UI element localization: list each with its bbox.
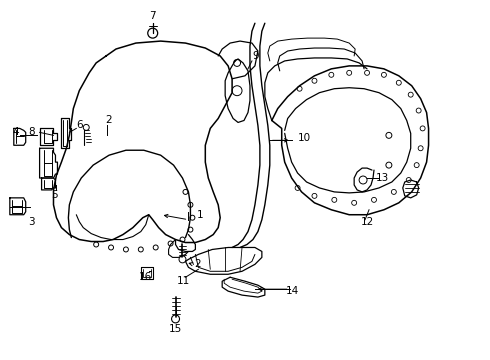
- Text: 11: 11: [177, 276, 190, 286]
- Text: 15: 15: [169, 324, 182, 334]
- Text: 10: 10: [298, 133, 311, 143]
- Text: 12: 12: [361, 217, 374, 227]
- Text: 6: 6: [76, 121, 83, 130]
- Text: 5: 5: [51, 190, 58, 200]
- Text: 14: 14: [286, 286, 299, 296]
- Text: 3: 3: [28, 217, 35, 227]
- Text: 9: 9: [253, 51, 259, 61]
- Text: 4: 4: [12, 127, 19, 138]
- Text: 16: 16: [139, 272, 152, 282]
- Text: 2: 2: [194, 259, 201, 269]
- Text: 13: 13: [376, 173, 390, 183]
- Text: 2: 2: [105, 116, 111, 126]
- Text: 8: 8: [28, 127, 35, 138]
- Text: 7: 7: [149, 11, 156, 21]
- Text: 1: 1: [197, 210, 204, 220]
